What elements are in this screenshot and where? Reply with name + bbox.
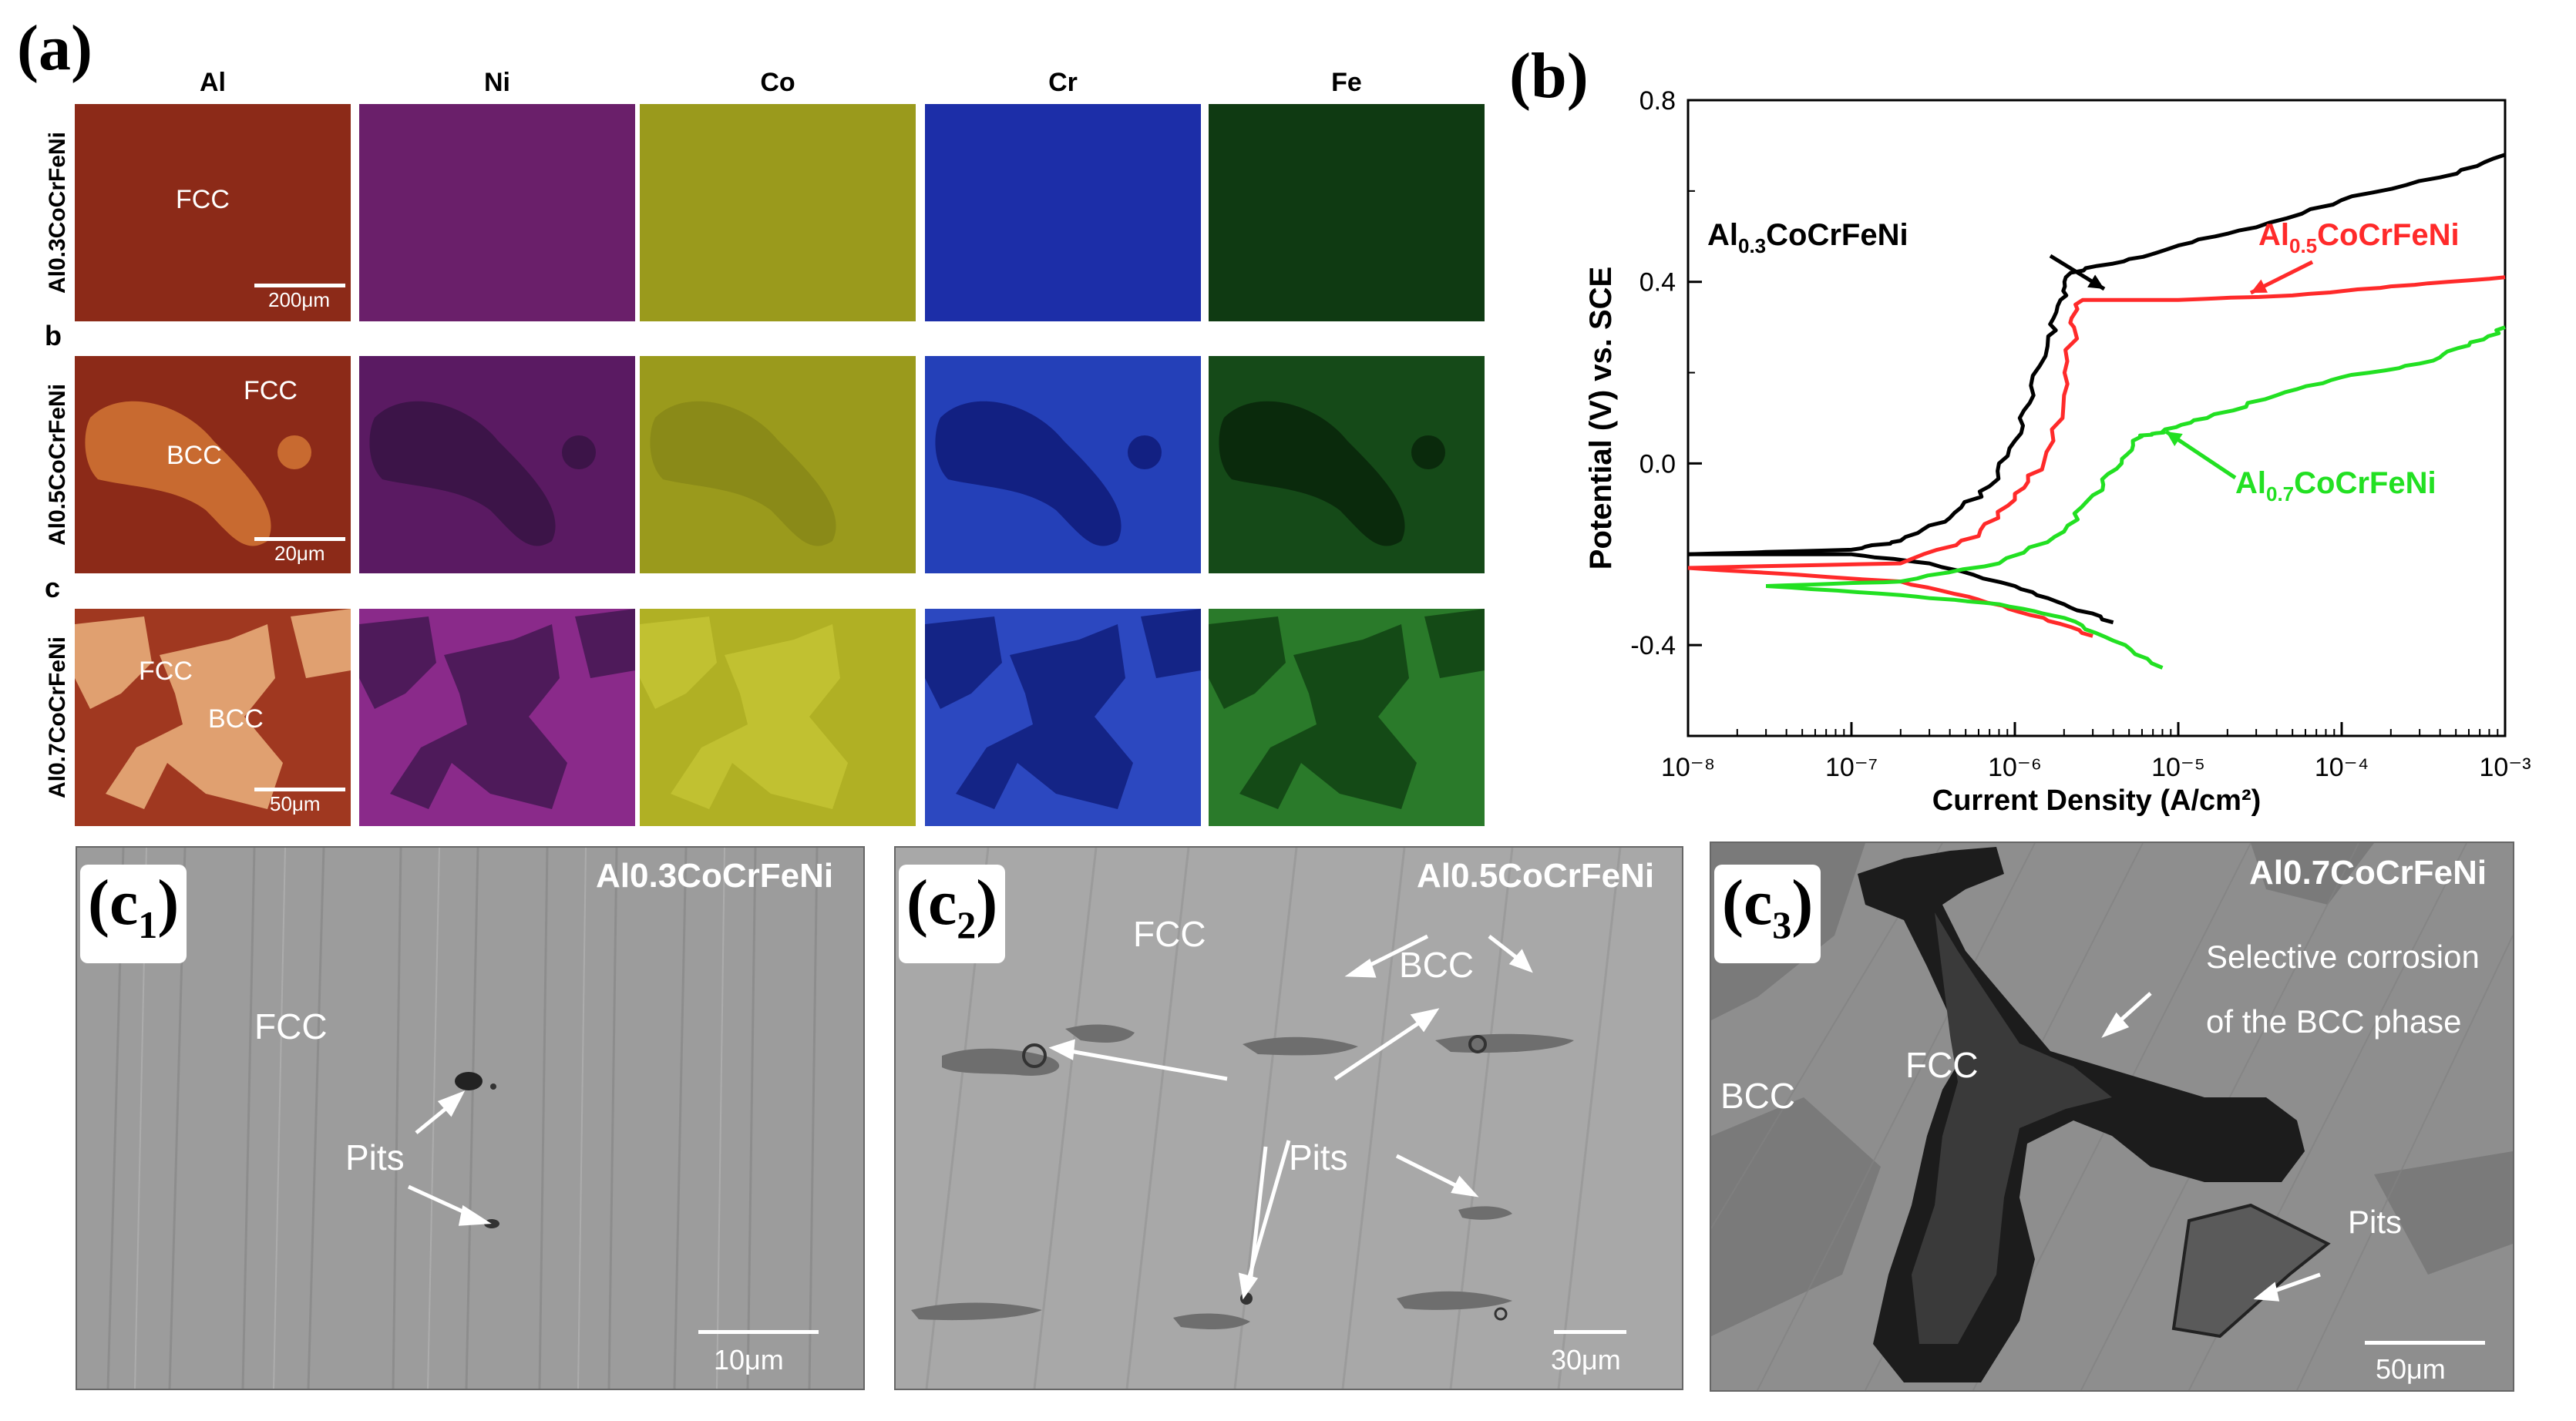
- row-letter-c: c: [45, 572, 61, 603]
- scale-bar: [2365, 1341, 2485, 1345]
- scale-label: 10μm: [714, 1344, 784, 1376]
- phase-label-fcc: FCC: [176, 185, 230, 214]
- map-al07-co: [640, 609, 916, 826]
- scale-bar: [1554, 1330, 1626, 1334]
- y-tick-label: -0.4: [1630, 631, 1676, 660]
- sem-c2-label: (c2): [899, 865, 1006, 963]
- series-line-Al0.3CoCrFeNi-cathodic: [1688, 552, 2114, 625]
- map-al03-fe: [1209, 104, 1485, 321]
- sem-image-c2: [894, 846, 1683, 1390]
- row-label-al07: Al0.7CoCrFeNi: [45, 636, 71, 799]
- scale-label: 50μm: [270, 792, 321, 815]
- panel-b-label: (b): [1509, 40, 1589, 112]
- scale-bar: [698, 1330, 819, 1334]
- sem-c3-selective: Selective corrosion: [2206, 939, 2480, 975]
- arrow-al07-head: [2166, 432, 2183, 446]
- chart-series: [1687, 153, 2506, 670]
- sem-c2-fcc: FCC: [1133, 914, 1206, 954]
- scale-bar: [254, 788, 345, 791]
- element-header-al: Al: [200, 68, 226, 97]
- scale-label: 50μm: [2376, 1353, 2446, 1385]
- x-tick-label: 10⁻⁶: [1988, 753, 2042, 782]
- scale-label: 20μm: [274, 542, 325, 565]
- scale-bar: [254, 537, 345, 541]
- x-axis-label: Current Density (A/cm²): [1932, 784, 2262, 817]
- x-tick-label: 10⁻⁴: [2315, 753, 2369, 782]
- sem-c3-label: (c3): [1714, 865, 1821, 963]
- sem-c1-label: (c1): [80, 865, 187, 963]
- curve-label: Al0.7CoCrFeNi: [2235, 466, 2436, 506]
- sem-c3-pits: Pits: [2348, 1204, 2403, 1240]
- sem-c3-bcc: BCC: [1720, 1076, 1796, 1116]
- sem-c2-title: Al0.5CoCrFeNi: [1417, 857, 1655, 895]
- sem-c2-pits: Pits: [1289, 1137, 1348, 1177]
- element-header-co: Co: [760, 68, 795, 97]
- phase-label-fcc: FCC: [139, 657, 193, 686]
- map-al05-fe: [1209, 356, 1485, 573]
- scale-label: 30μm: [1551, 1344, 1621, 1376]
- series-line-Al0.3CoCrFeNi-anodic: [1687, 153, 2506, 556]
- x-tick-label: 10⁻⁷: [1825, 753, 1878, 782]
- element-header-ni: Ni: [484, 68, 510, 97]
- sem-c1-pits: Pits: [345, 1137, 405, 1177]
- plot-frame: [1687, 99, 2507, 737]
- series-line-Al0.5CoCrFeNi-anodic: [1687, 275, 2506, 570]
- curve-label: Al0.5CoCrFeNi: [2258, 218, 2460, 257]
- map-al05-co: [640, 356, 916, 573]
- row-letter-b: b: [45, 320, 62, 351]
- map-al05-cr: [925, 356, 1201, 573]
- y-tick-label: 0.8: [1639, 86, 1676, 116]
- panel-a-label: (a): [17, 12, 92, 84]
- series-line-Al0.7CoCrFeNi-anodic: [1766, 325, 2506, 588]
- element-header-cr: Cr: [1048, 68, 1078, 97]
- phase-label-bcc: BCC: [166, 441, 222, 470]
- row-label-al05: Al0.5CoCrFeNi: [45, 383, 71, 546]
- sem-c2-bcc: BCC: [1399, 945, 1475, 985]
- polarization-chart: 0.8 0.4 0.0 -0.4 10⁻⁸ 10⁻⁷ 10⁻⁶ 10⁻⁵ 10⁻⁴ 10⁻³ Cur…: [1584, 86, 2531, 817]
- map-al07-cr: [925, 609, 1201, 826]
- sem-c1-title: Al0.3CoCrFeNi: [596, 857, 834, 895]
- map-al07-ni: [359, 609, 635, 826]
- scale-bar: [254, 284, 345, 287]
- y-tick-label: 0.0: [1639, 449, 1676, 479]
- map-al03-co: [640, 104, 916, 321]
- y-tick-label: 0.4: [1639, 268, 1676, 297]
- arrow-al03-head: [2087, 274, 2104, 289]
- sem-c1-fcc: FCC: [254, 1006, 328, 1046]
- series-line-Al0.7CoCrFeNi-cathodic: [1765, 584, 2164, 670]
- series-line-Al0.5CoCrFeNi-cathodic: [1687, 566, 2093, 638]
- chart-annotations: Al0.3CoCrFeNi Al0.5CoCrFeNi Al0.7CoCrFeNi: [1707, 218, 2460, 506]
- map-al05-ni: [359, 356, 635, 573]
- sem-image-c1: [76, 846, 865, 1390]
- x-tick-label: 10⁻³: [2479, 753, 2531, 782]
- map-al03-ni: [359, 104, 635, 321]
- element-header-fe: Fe: [1331, 68, 1362, 97]
- map-al03-cr: [925, 104, 1201, 321]
- curve-label: Al0.3CoCrFeNi: [1707, 218, 1908, 257]
- phase-label-bcc: BCC: [208, 704, 264, 734]
- x-tick-label: 10⁻⁵: [2151, 753, 2205, 782]
- sem-c3-bcc-phase: of the BCC phase: [2206, 1003, 2462, 1040]
- x-tick-label: 10⁻⁸: [1661, 753, 1715, 782]
- row-label-al03: Al0.3CoCrFeNi: [45, 131, 71, 294]
- chart-axes: 0.8 0.4 0.0 -0.4 10⁻⁸ 10⁻⁷ 10⁻⁶ 10⁻⁵ 10⁻⁴ 10⁻³ Cur…: [1584, 86, 2531, 817]
- phase-label-fcc: FCC: [244, 376, 298, 405]
- scale-label: 200μm: [268, 288, 331, 311]
- sem-image-c3: [1710, 842, 2514, 1392]
- y-axis-label: Potential (V) vs. SCE: [1584, 267, 1618, 569]
- sem-c3-fcc: FCC: [1905, 1045, 1979, 1085]
- arrow-al05-head: [2251, 279, 2268, 293]
- sem-c3-title: Al0.7CoCrFeNi: [2249, 854, 2487, 892]
- map-al07-fe: [1209, 609, 1485, 826]
